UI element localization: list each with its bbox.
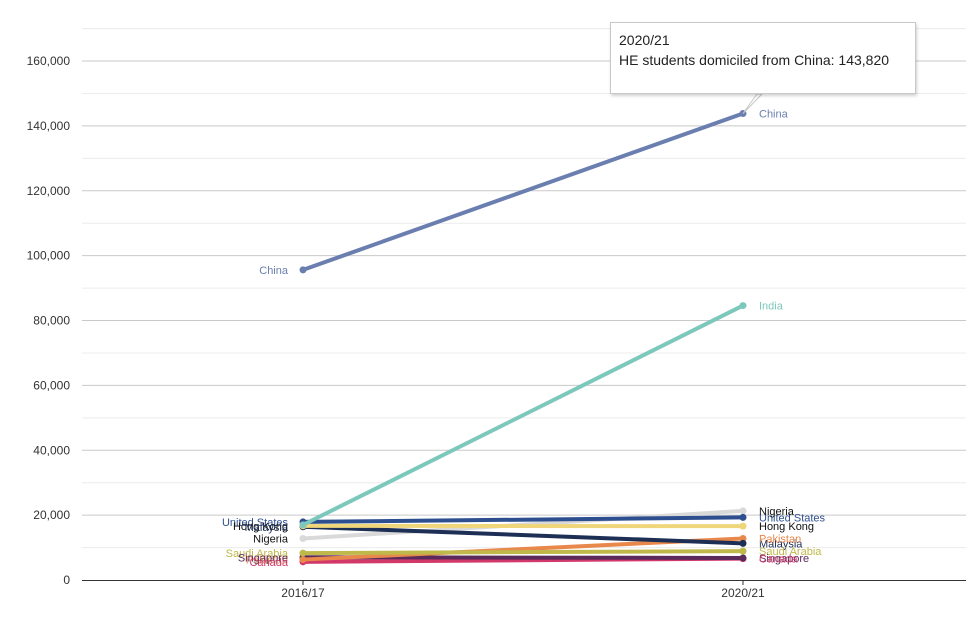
- series-label-right-nigeria: Nigeria: [759, 506, 795, 518]
- data-point-pakistan: [299, 556, 307, 564]
- series-label-left-singapore: Singapore: [238, 552, 288, 564]
- series-line-united-states: [301, 515, 745, 524]
- series-label-right-china: China: [759, 108, 789, 120]
- gridlines: [82, 28, 966, 549]
- y-tick-label: 0: [63, 573, 70, 587]
- series-label-left-china: China: [259, 265, 289, 277]
- series-line-malaysia: [301, 524, 745, 546]
- series-label-right-malaysia: Malaysia: [759, 538, 803, 550]
- series-label-left-saudi-arabia: Saudi Arabia: [226, 548, 289, 560]
- series-labels: China China India United States United State…: [222, 93, 826, 569]
- tooltip-pointer: [742, 93, 764, 114]
- tooltip-value: HE students domiciled from China: 143,82…: [619, 52, 890, 68]
- data-point-india: [299, 521, 307, 529]
- data-point-hong-kong: [739, 522, 747, 530]
- y-tick-label: 160,000: [27, 54, 71, 68]
- data-point-nigeria: [739, 507, 747, 515]
- series-label-left-malaysia: Malaysia: [245, 522, 289, 534]
- data-point-malaysia: [739, 539, 747, 547]
- x-tick-label: 2020/21: [721, 586, 765, 600]
- chart-tooltip: 2020/21 HE students domiciled from China…: [610, 22, 916, 94]
- series-label-right-india: India: [759, 301, 784, 313]
- series-label-left-canada: Canada: [249, 557, 288, 569]
- series-line-india: [301, 303, 745, 527]
- series-label-left-hong-kong: Hong Kong: [233, 521, 288, 533]
- y-tick-label: 100,000: [27, 249, 71, 263]
- y-tick-label: 120,000: [27, 184, 71, 198]
- data-point-pakistan: [739, 534, 747, 542]
- series-label-left-united-states: United States: [222, 517, 289, 529]
- axes: 0 20,000 40,000 60,000 80,000 100,000 120,000 1…: [27, 54, 966, 600]
- data-point-singapore: [739, 554, 747, 562]
- data-point-saudi-arabia: [739, 547, 747, 555]
- series-label-left-pakistan: Pakistan: [246, 555, 288, 567]
- series-label-left-nigeria: Nigeria: [253, 533, 289, 545]
- y-tick-label: 40,000: [33, 443, 70, 457]
- series-line-china: [301, 111, 745, 272]
- data-point-india: [739, 302, 747, 310]
- series-label-right-canada: Canada: [759, 554, 798, 566]
- series-label-right-hong-kong: Hong Kong: [759, 521, 814, 533]
- y-tick-label: 140,000: [27, 119, 71, 133]
- data-point-saudi-arabia: [299, 549, 307, 557]
- x-tick-label: 2016/17: [281, 586, 325, 600]
- series-label-right-pakistan: Pakistan: [759, 533, 801, 545]
- y-tick-label: 20,000: [33, 508, 70, 522]
- tooltip-period: 2020/21: [619, 32, 670, 48]
- series-label-right-saudi-arabia: Saudi Arabia: [759, 546, 822, 558]
- series-line-saudi-arabia: [301, 549, 745, 556]
- y-tick-label: 80,000: [33, 314, 70, 328]
- series-label-right-united-states: United States: [759, 512, 826, 524]
- data-point-nigeria: [299, 534, 307, 542]
- data-point-china: [299, 266, 307, 274]
- series-label-right-singapore: Singapore: [759, 553, 809, 565]
- data-point-united-states: [739, 513, 747, 521]
- series-lines: [299, 109, 747, 566]
- y-tick-label: 60,000: [33, 378, 70, 392]
